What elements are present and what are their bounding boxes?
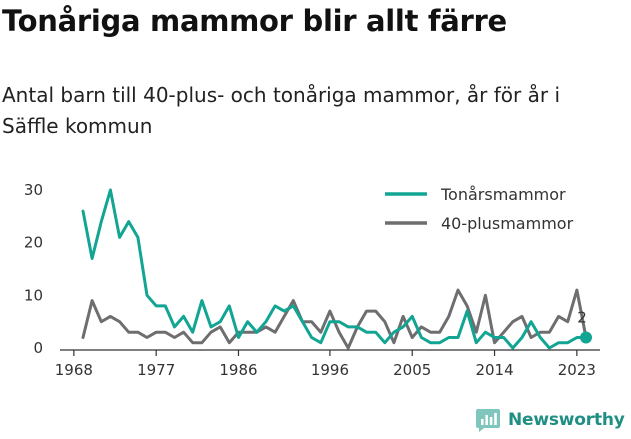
chart-subtitle: Antal barn till 40-plus- och tonåriga ma… xyxy=(2,83,561,138)
brand-footer: Newsworthy xyxy=(476,408,625,432)
x-tick-label: 2014 xyxy=(475,361,513,379)
end-value-label: 2 xyxy=(577,308,587,326)
legend-label: 40-plusmammor xyxy=(441,214,574,233)
brand-name: Newsworthy xyxy=(508,410,625,430)
x-axis: 1968 1977 1986 1996 2005 2014 2023 xyxy=(55,349,600,379)
x-tick-label: 1977 xyxy=(137,361,175,379)
x-tick-label: 1986 xyxy=(219,361,257,379)
y-tick-label: 20 xyxy=(24,234,43,252)
y-tick-label: 10 xyxy=(24,286,43,304)
end-point-marker xyxy=(580,331,592,344)
series-line-plusmammor xyxy=(81,288,588,350)
legend-label: Tonårsmammor xyxy=(440,185,566,204)
newsworthy-logo-icon xyxy=(476,409,500,432)
y-tick-label: 0 xyxy=(33,339,43,357)
chart-title: Tonåriga mammor blir allt färre xyxy=(2,4,507,38)
x-tick-label: 1968 xyxy=(55,361,93,379)
series-lines xyxy=(81,188,588,350)
y-tick-label: 30 xyxy=(24,181,43,199)
series-line-tonarsmammor xyxy=(81,188,588,350)
legend: Tonårsmammor 40-plusmammor xyxy=(385,185,574,233)
x-tick-label: 2023 xyxy=(558,361,596,379)
x-tick-label: 2005 xyxy=(393,361,431,379)
y-axis: 0 10 20 30 xyxy=(24,181,43,357)
end-markers: 2 xyxy=(577,308,592,344)
x-tick-label: 1996 xyxy=(311,361,349,379)
